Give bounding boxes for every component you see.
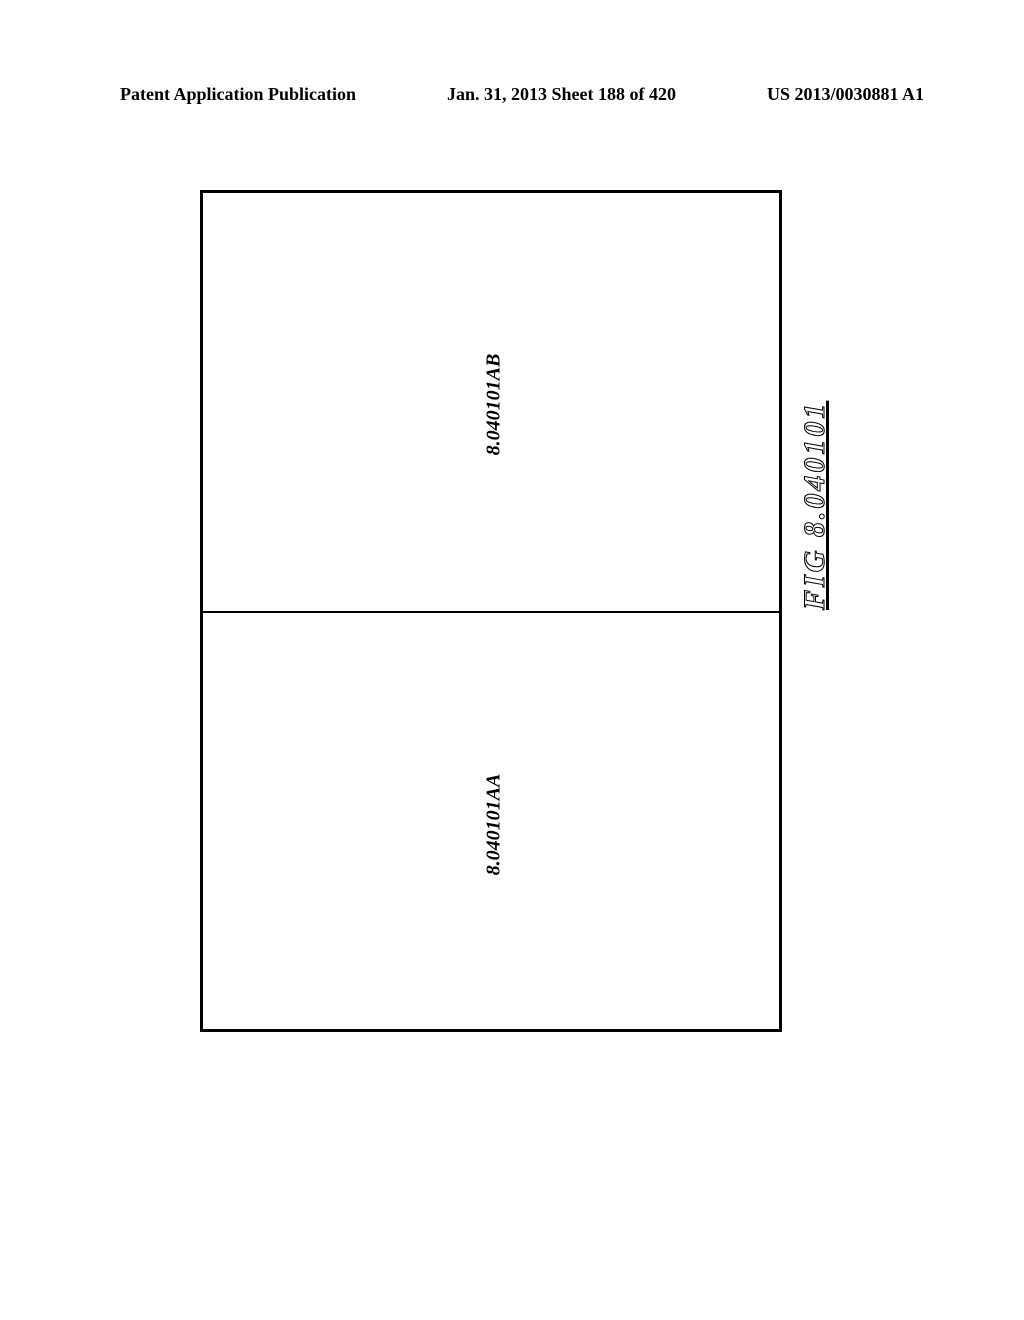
patent-page: Patent Application Publication Jan. 31, … [0, 0, 1024, 1320]
panel-label-top: 8.040101AB [482, 354, 505, 456]
header-publication-type: Patent Application Publication [120, 84, 356, 105]
figure-box: 8.040101AB 8.040101AA [200, 190, 782, 1032]
header-publication-number: US 2013/0030881 A1 [767, 84, 924, 105]
figure-divider [203, 611, 779, 613]
page-header: Patent Application Publication Jan. 31, … [120, 84, 924, 105]
figure-caption: FIG 8.040101 [798, 401, 832, 610]
header-date-sheet: Jan. 31, 2013 Sheet 188 of 420 [447, 84, 676, 105]
panel-label-bottom: 8.040101AA [482, 774, 505, 876]
